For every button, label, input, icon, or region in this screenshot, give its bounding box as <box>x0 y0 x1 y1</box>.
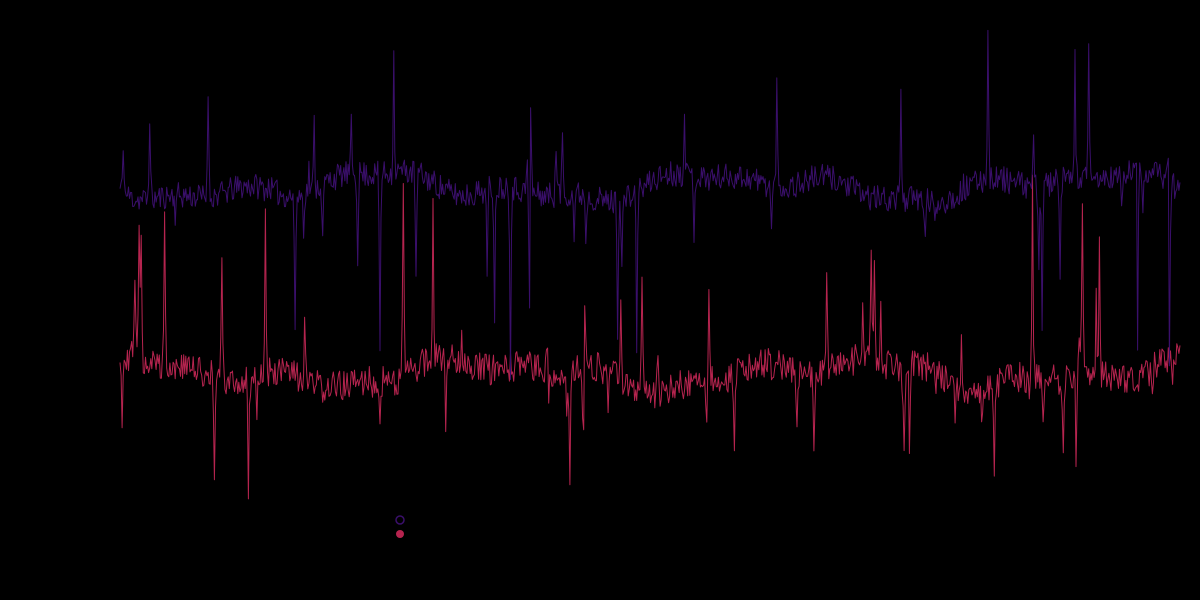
timeseries-chart <box>0 0 1200 600</box>
chart-background <box>0 0 1200 600</box>
legend-marker-1 <box>396 530 404 538</box>
